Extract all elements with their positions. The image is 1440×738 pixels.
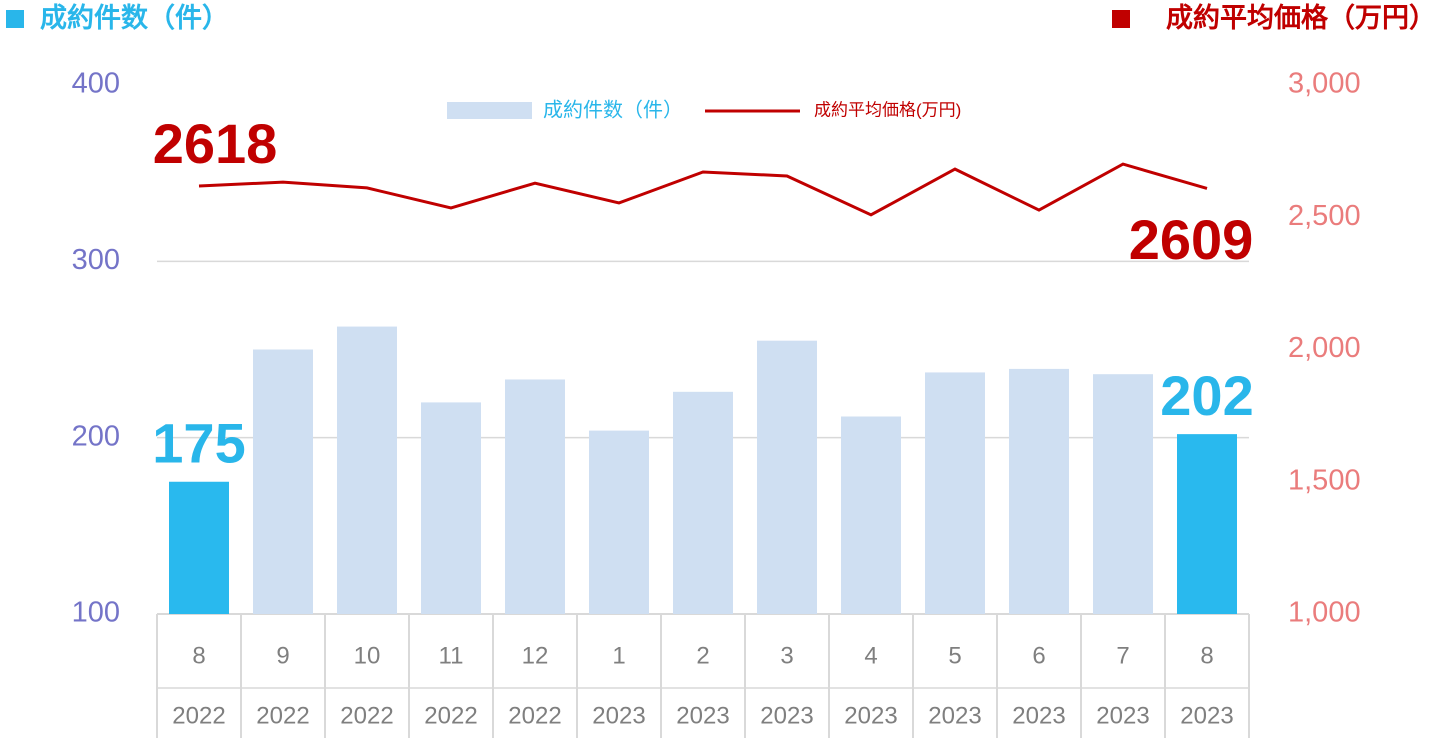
x-group-label: 2022 — [256, 702, 309, 729]
y2-tick-label: 1,500 — [1288, 464, 1361, 496]
x-group-label: 2022 — [508, 702, 561, 729]
bar — [757, 340, 817, 614]
y2-tick-label: 1,000 — [1288, 597, 1361, 629]
bar-value-label: 175 — [152, 412, 245, 475]
x-tick-label: 4 — [864, 642, 877, 669]
bar — [841, 416, 901, 614]
x-tick-label: 5 — [948, 642, 961, 669]
bar — [505, 379, 565, 614]
bar — [169, 481, 229, 614]
bar — [337, 326, 397, 614]
x-group-label: 2022 — [172, 702, 225, 729]
y-tick-label: 100 — [72, 597, 120, 629]
bar — [673, 391, 733, 614]
bar — [1009, 368, 1069, 614]
bar — [1177, 434, 1237, 614]
x-group-label: 2023 — [592, 702, 645, 729]
x-tick-label: 3 — [780, 642, 793, 669]
x-tick-label: 8 — [192, 642, 205, 669]
y-tick-label: 200 — [72, 420, 120, 452]
bar-value-label: 202 — [1160, 364, 1253, 427]
y2-tick-label: 3,000 — [1288, 68, 1361, 100]
y2-tick-label: 2,500 — [1288, 200, 1361, 232]
x-tick-label: 1 — [612, 642, 625, 669]
line-value-label: 2618 — [153, 112, 278, 175]
x-group-label: 2023 — [1180, 702, 1233, 729]
bar — [253, 349, 313, 614]
x-group-label: 2023 — [760, 702, 813, 729]
x-group-label: 2023 — [1012, 702, 1065, 729]
x-tick-label: 9 — [276, 642, 289, 669]
bar — [925, 372, 985, 614]
price-line — [198, 162, 1208, 217]
x-group-label: 2023 — [1096, 702, 1149, 729]
x-group-label: 2022 — [424, 702, 477, 729]
ylabel-marker — [6, 10, 24, 28]
x-group-label: 2023 — [928, 702, 981, 729]
legend-label: 成約件数（件） — [543, 98, 683, 121]
y2-axis-title: 成約平均価格（万円） — [1166, 2, 1436, 33]
x-tick-label: 2 — [696, 642, 709, 669]
x-group-label: 2023 — [844, 702, 897, 729]
x-tick-label: 10 — [354, 642, 381, 669]
y-tick-label: 300 — [72, 244, 120, 276]
x-group-label: 2022 — [340, 702, 393, 729]
x-tick-label: 11 — [439, 642, 464, 669]
x-tick-label: 8 — [1200, 642, 1213, 669]
bar — [589, 430, 649, 614]
x-tick-label: 6 — [1032, 642, 1045, 669]
line-value-label: 2609 — [1129, 208, 1254, 271]
x-group-label: 2023 — [676, 702, 729, 729]
legend-swatch — [447, 102, 532, 119]
x-tick-label: 7 — [1116, 642, 1129, 669]
y-tick-label: 400 — [72, 68, 120, 100]
legend-label: 成約平均価格(万円) — [814, 100, 961, 119]
bar — [1093, 374, 1153, 614]
y2-tick-label: 2,000 — [1288, 332, 1361, 364]
y-axis-title: 成約件数（件） — [40, 2, 229, 33]
x-tick-label: 12 — [522, 642, 549, 669]
y2label-marker — [1112, 10, 1130, 28]
bar — [421, 402, 481, 614]
